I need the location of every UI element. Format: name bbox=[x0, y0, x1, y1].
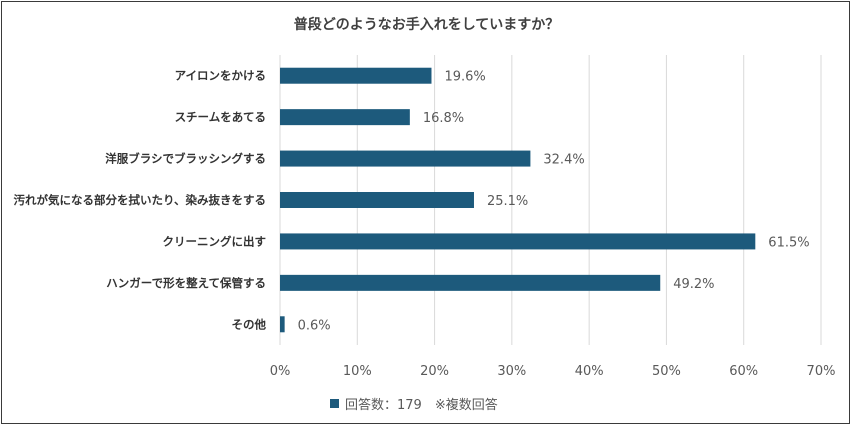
bar bbox=[280, 274, 661, 291]
x-tick-label: 30% bbox=[497, 364, 526, 379]
bar bbox=[280, 316, 285, 333]
bar bbox=[280, 109, 410, 126]
chart-title: 普段どのようなお手入れをしていますか？ bbox=[293, 17, 560, 33]
chart-legend: 回答数：179 ※複数回答 bbox=[330, 394, 498, 413]
x-tick-label: 50% bbox=[652, 364, 681, 379]
x-tick-label: 10% bbox=[343, 364, 372, 379]
legend-swatch bbox=[330, 399, 339, 408]
value-label: 0.6% bbox=[298, 318, 331, 333]
x-tick-label: 40% bbox=[575, 364, 604, 379]
x-tick-label: 60% bbox=[729, 364, 758, 379]
bar bbox=[280, 233, 756, 250]
x-tick-label: 70% bbox=[807, 364, 836, 379]
value-label: 16.8% bbox=[423, 111, 464, 126]
value-label: 61.5% bbox=[768, 235, 809, 250]
bar bbox=[280, 67, 432, 84]
value-label: 49.2% bbox=[673, 277, 714, 292]
value-label: 25.1% bbox=[487, 194, 528, 209]
category-label: スチームをあてる bbox=[175, 110, 266, 124]
value-label: 32.4% bbox=[543, 153, 584, 168]
bar bbox=[280, 150, 531, 167]
category-label: ハンガーで形を整えて保管する bbox=[106, 276, 266, 290]
x-tick-label: 0% bbox=[270, 364, 291, 379]
legend-label: 回答数：179 ※複数回答 bbox=[345, 398, 498, 413]
category-label: その他 bbox=[232, 317, 267, 331]
category-label: 洋服ブラシでブラッシングする bbox=[105, 152, 266, 166]
x-tick-label: 20% bbox=[420, 364, 449, 379]
category-label: 汚れが気になる部分を拭いたり、染み抜きをする bbox=[13, 193, 266, 207]
bar bbox=[280, 192, 474, 208]
category-label: クリーニングに出す bbox=[163, 234, 267, 248]
value-label: 19.6% bbox=[444, 70, 485, 85]
category-label: アイロンをかける bbox=[175, 69, 266, 83]
